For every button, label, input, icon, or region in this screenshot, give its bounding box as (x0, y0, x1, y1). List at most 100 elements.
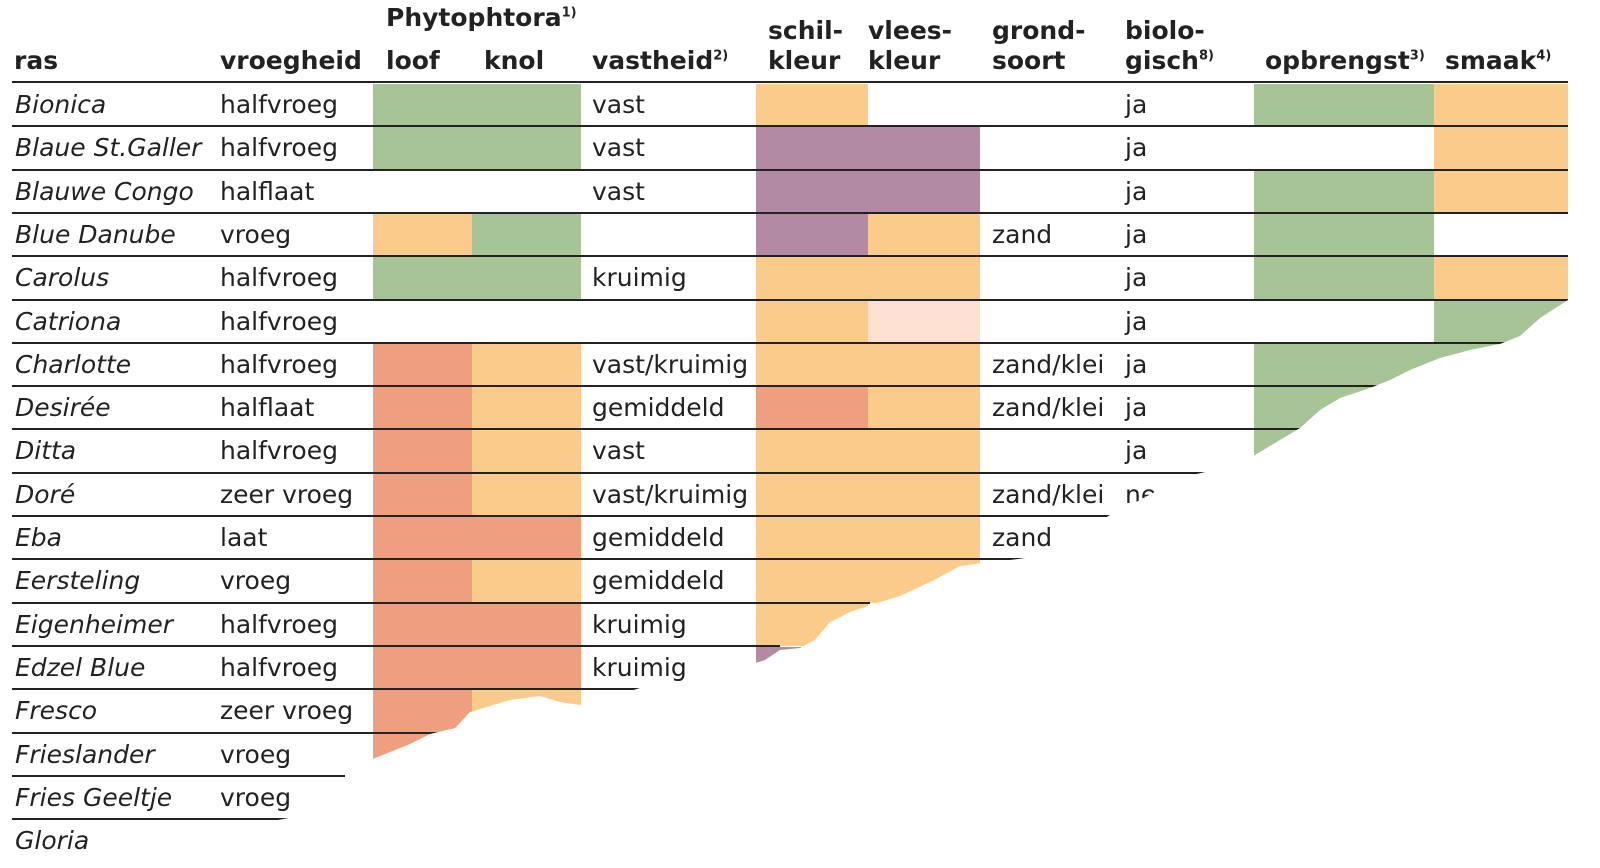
cell-knol (472, 603, 581, 646)
row-divider (12, 471, 1218, 474)
cell-bio: ja (1125, 393, 1148, 423)
header-vastheid: vastheid2) (592, 46, 728, 76)
cell-schil (756, 213, 868, 257)
cell-vastheid: gemiddeld (592, 566, 725, 596)
cell-ras: Charlotte (15, 349, 132, 379)
header-schilkleur-line2: kleur (768, 46, 841, 75)
cell-vastheid: vast/kruimig (592, 479, 749, 509)
header-phytophtora: Phytophtora1) (386, 3, 577, 33)
cell-vlees (868, 213, 980, 257)
cell-loof (373, 560, 472, 603)
cell-loof (373, 257, 472, 300)
cell-vastheid: kruimig (592, 652, 687, 682)
cell-vroegheid: halfvroeg (220, 263, 338, 293)
cell-vastheid: gemiddeld (592, 523, 725, 552)
cell-grond: zand/klei (992, 393, 1105, 423)
header-opbrengst: opbrengst3) (1265, 46, 1425, 76)
cell-ras: Blue Danube (15, 219, 176, 249)
cell-bio: ja (1125, 90, 1148, 119)
cell-ras: Carolus (15, 263, 110, 293)
cell-grond: zand (992, 219, 1053, 249)
cell-ras: Eersteling (15, 566, 141, 596)
row-divider (12, 255, 1568, 258)
row-divider (12, 601, 870, 604)
cell-loof (373, 646, 472, 690)
cell-bio: ja (1125, 176, 1148, 206)
header-smaak-footnote: 4) (1536, 48, 1552, 64)
cell-bio: ja (1125, 306, 1148, 336)
header-rule (12, 81, 1568, 83)
row-divider (12, 168, 1568, 171)
cell-vlees (868, 473, 980, 516)
header-biologisch-line1: biolo- (1125, 16, 1205, 45)
row-divider (12, 298, 1568, 301)
cell-vastheid: kruimig (592, 263, 687, 293)
header-grondsoort-line2: soort (992, 46, 1066, 75)
cell-loof (373, 343, 472, 387)
cell-loof (373, 213, 472, 257)
cell-loof (373, 84, 472, 127)
cell-vroegheid: halfvroeg (220, 306, 338, 336)
cell-vroegheid: zeer vroeg (220, 479, 354, 509)
header-opbrengst-text: opbrengst (1265, 46, 1410, 75)
cell-bio: ja (1125, 133, 1148, 163)
header-biologisch-text: gisch (1125, 46, 1199, 75)
cell-ras: Bionica (15, 90, 107, 119)
cell-vlees (868, 430, 980, 473)
cell-grond: zand/klei (992, 349, 1105, 379)
cell-loof (373, 517, 472, 560)
header-biologisch-footnote: 8) (1198, 48, 1214, 64)
cell-vroegheid: halfvroeg (220, 349, 338, 379)
cell-vroegheid: halflaat (220, 393, 315, 423)
cell-vroegheid: halfvroeg (220, 90, 338, 119)
cell-knol (472, 430, 581, 473)
cell-vroegheid: halfvroeg (220, 133, 338, 163)
cell-ras: Gloria (15, 826, 90, 856)
cell-knol (472, 84, 581, 127)
cell-knol (472, 257, 581, 300)
cell-ras: Eba (15, 523, 62, 552)
cell-loof (373, 690, 472, 733)
cell-vroegheid: halfvroeg (220, 652, 338, 682)
cell-vastheid: gemiddeld (592, 393, 725, 423)
cell-vlees (868, 127, 980, 170)
cell-schil (756, 300, 868, 343)
cell-loof (373, 473, 472, 516)
header-smaak-text: smaak (1445, 46, 1537, 75)
row-divider (12, 385, 1568, 388)
cell-vroegheid: halflaat (220, 176, 315, 206)
cell-opbrengst (1254, 170, 1434, 213)
cell-grond: zand (992, 523, 1053, 552)
cell-loof (373, 387, 472, 430)
cell-vastheid: vast (592, 90, 645, 119)
cell-ras: Fresco (15, 696, 98, 726)
cell-ras: Blaue St.Galler (15, 133, 202, 163)
cell-vroegheid: vroeg (220, 566, 292, 596)
row-divider (12, 125, 1568, 128)
cell-loof (373, 127, 472, 170)
cell-vroegheid: halfvroeg (220, 436, 338, 466)
cell-vlees (868, 170, 980, 213)
cell-ras: Ditta (15, 436, 77, 466)
cell-ras: Desirée (15, 393, 111, 423)
cell-vastheid: vast (592, 133, 645, 163)
cell-vastheid: vast (592, 436, 645, 466)
cell-grond: zand/klei (992, 479, 1105, 509)
cell-knol (472, 213, 581, 257)
cell-ras: Fries Geeltje (15, 782, 173, 812)
row-divider (12, 341, 1568, 344)
cell-ras: Blauwe Congo (15, 176, 194, 206)
cell-vlees (868, 387, 980, 430)
row-divider (12, 688, 690, 691)
header-schilkleur-line1: schil- (768, 16, 844, 45)
cell-ras: Doré (15, 479, 76, 509)
cell-vroegheid: zeer vroeg (220, 696, 354, 726)
header-loof: loof (386, 46, 440, 75)
header-vastheid-footnote: 2) (713, 48, 729, 64)
row-divider (12, 644, 780, 647)
cell-vastheid: vast (592, 176, 645, 206)
cell-bio: ja (1125, 263, 1148, 293)
cell-vroegheid: halfvroeg (220, 609, 338, 639)
header-opbrengst-footnote: 3) (1409, 48, 1425, 64)
